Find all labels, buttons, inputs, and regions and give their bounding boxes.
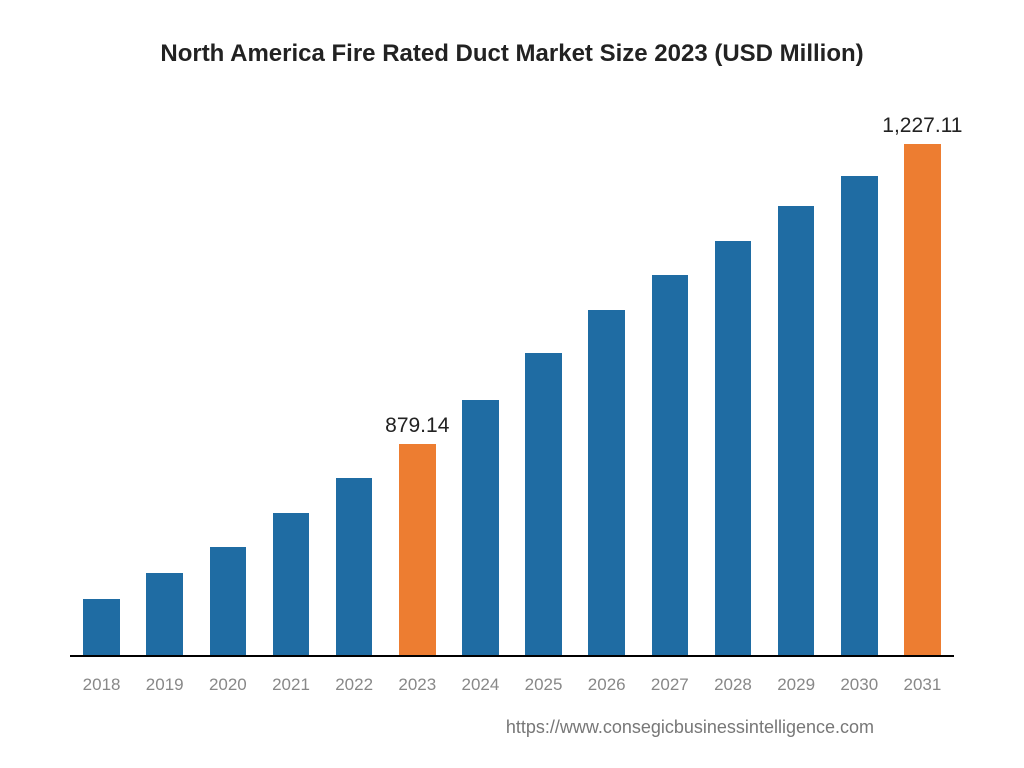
x-axis-label: 2018 <box>70 675 133 695</box>
x-axis-label: 2029 <box>765 675 828 695</box>
bar-wrap <box>638 98 701 655</box>
bar <box>336 478 373 655</box>
x-axis-label: 2020 <box>196 675 259 695</box>
x-axis-label: 2025 <box>512 675 575 695</box>
bar <box>715 241 752 656</box>
bar <box>588 310 625 655</box>
bar <box>462 400 499 655</box>
bar-wrap <box>70 98 133 655</box>
bar-wrap <box>323 98 386 655</box>
bar-wrap: 879.14 <box>386 98 449 655</box>
bar <box>525 353 562 655</box>
bar-wrap <box>512 98 575 655</box>
chart-title: North America Fire Rated Duct Market Siz… <box>40 40 984 68</box>
bar-wrap: 1,227.11 <box>891 98 954 655</box>
x-axis-label: 2023 <box>386 675 449 695</box>
bar-wrap <box>828 98 891 655</box>
chart-container: North America Fire Rated Duct Market Siz… <box>0 0 1024 768</box>
bar-value-label: 1,227.11 <box>882 114 962 138</box>
bar <box>399 444 436 655</box>
source-url: https://www.consegicbusinessintelligence… <box>40 717 874 738</box>
bar <box>778 206 815 655</box>
bar-wrap <box>449 98 512 655</box>
bar-wrap <box>701 98 764 655</box>
bar <box>652 275 689 655</box>
bar-wrap <box>133 98 196 655</box>
bar-wrap <box>765 98 828 655</box>
x-axis-label: 2019 <box>133 675 196 695</box>
x-axis-labels: 2018201920202021202220232024202520262027… <box>70 675 954 695</box>
bar-group: 879.14 1,227.11 <box>70 98 954 657</box>
x-axis-label: 2021 <box>259 675 322 695</box>
x-axis-label: 2030 <box>828 675 891 695</box>
bar-wrap <box>259 98 322 655</box>
bar <box>273 513 310 655</box>
bar <box>146 573 183 655</box>
bar-wrap <box>196 98 259 655</box>
x-axis-label: 2024 <box>449 675 512 695</box>
chart-plot-area: 879.14 1,227.11 <box>70 98 954 657</box>
bar <box>841 176 878 655</box>
x-axis-label: 2031 <box>891 675 954 695</box>
bar <box>210 547 247 655</box>
x-axis-label: 2028 <box>701 675 764 695</box>
x-axis-label: 2026 <box>575 675 638 695</box>
bar <box>83 599 120 655</box>
bar-value-label: 879.14 <box>385 414 449 438</box>
bar-wrap <box>575 98 638 655</box>
bar <box>904 144 941 655</box>
x-axis-label: 2027 <box>638 675 701 695</box>
x-axis-label: 2022 <box>323 675 386 695</box>
